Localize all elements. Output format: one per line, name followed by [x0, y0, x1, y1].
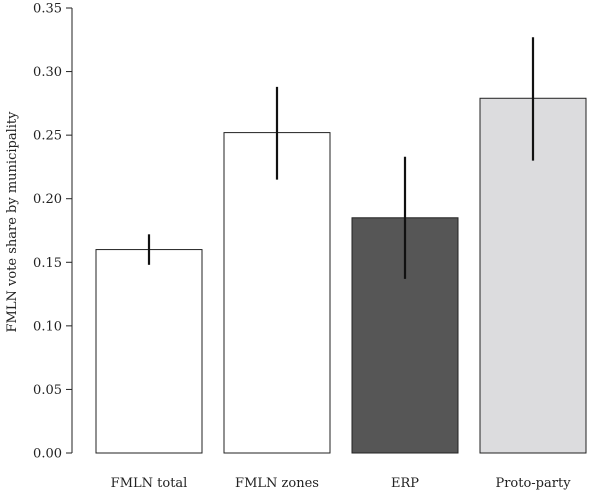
y-tick-label: 0.35: [33, 2, 62, 17]
error-bars: [147, 37, 535, 279]
y-tick-label: 0.10: [33, 319, 62, 334]
x-tick-label: FMLN zones: [235, 476, 319, 491]
bars: [95, 97, 587, 454]
y-tick-label: 0.30: [33, 65, 62, 80]
x-tick-label: FMLN total: [111, 476, 188, 491]
x-tick-label: ERP: [391, 476, 419, 491]
x-tick-label: Proto-party: [495, 476, 571, 491]
bar-fmln-total: [95, 249, 203, 454]
y-tick-label: 0.15: [33, 256, 62, 271]
bar-fmln-zones: [223, 132, 331, 454]
y-tick-label: 0.05: [33, 383, 62, 398]
axes: 0.00 0.05 0.10 0.15 0.20 0.25 0.30 0.35: [33, 2, 73, 462]
x-tick-labels: FMLN total FMLN zones ERP Proto-party: [111, 476, 572, 491]
y-tick-label: 0.20: [33, 192, 62, 207]
y-tick-label: 0.25: [33, 129, 62, 144]
y-tick-label: 0.00: [33, 447, 62, 462]
y-axis-title: FMLN vote share by municipality: [5, 111, 20, 333]
